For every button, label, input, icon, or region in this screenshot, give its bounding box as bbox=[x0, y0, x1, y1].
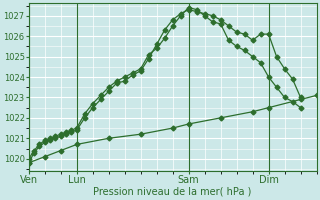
X-axis label: Pression niveau de la mer( hPa ): Pression niveau de la mer( hPa ) bbox=[93, 187, 252, 197]
